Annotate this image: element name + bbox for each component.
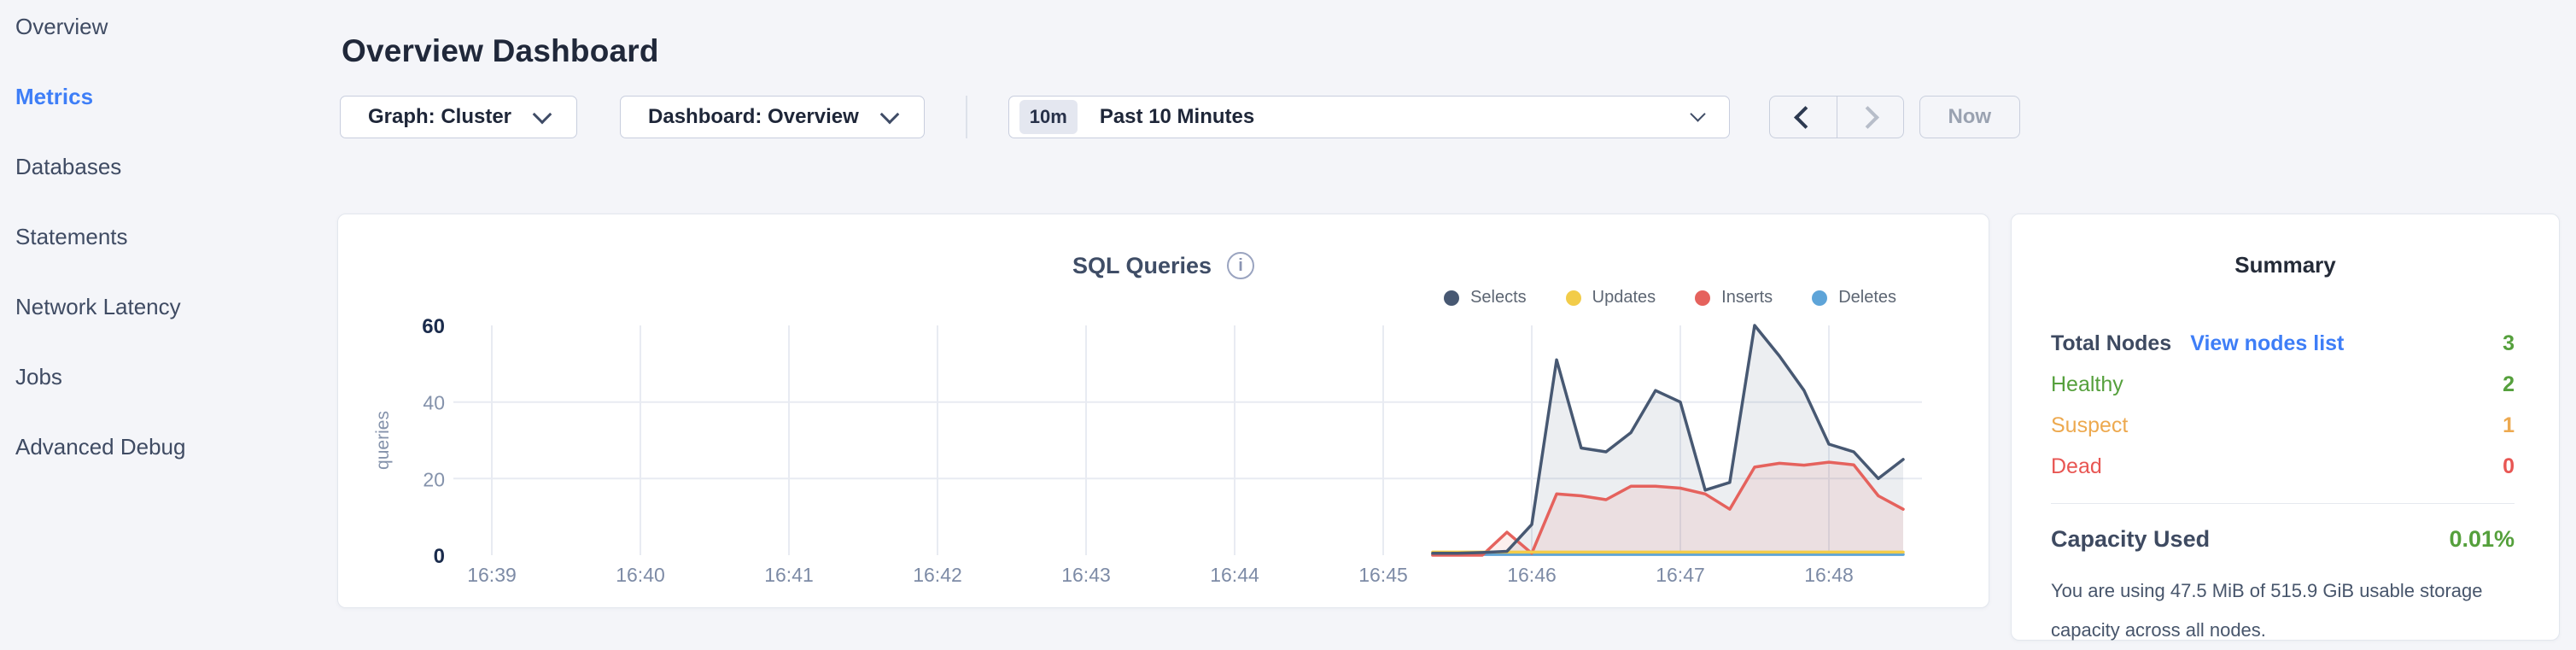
svg-text:16:47: 16:47 (1656, 564, 1705, 586)
summary-title: Summary (2234, 252, 2336, 278)
sidebar-item-databases[interactable]: Databases (15, 154, 122, 179)
svg-text:0: 0 (434, 545, 445, 568)
inserts-dot-icon (1695, 290, 1711, 306)
dashboard-select-dropdown[interactable]: Dashboard: Overview (620, 96, 925, 138)
chevron-down-icon (879, 104, 900, 124)
time-range-dropdown[interactable]: 10m Past 10 Minutes (1008, 96, 1730, 138)
summary-panel: Summary Total Nodes View nodes list 3 He… (2011, 214, 2560, 641)
toolbar-divider (965, 96, 967, 138)
svg-text:40: 40 (423, 392, 445, 414)
legend-label: Inserts (1721, 288, 1773, 307)
graph-scope-label: Graph: Cluster (368, 105, 512, 128)
healthy-value: 2 (2503, 372, 2515, 396)
svg-text:16:44: 16:44 (1210, 564, 1259, 586)
svg-text:queries: queries (373, 411, 393, 470)
summary-body: Total Nodes View nodes list 3 Healthy 2 … (2012, 331, 2559, 650)
time-step-buttons (1768, 96, 1904, 138)
total-nodes-value: 3 (2503, 331, 2515, 355)
legend-label: Deletes (1838, 288, 1896, 307)
chart-legend: Selects Updates Inserts Deletes (1444, 288, 1896, 307)
sidebar-item-statements[interactable]: Statements (15, 224, 128, 249)
chevron-left-icon (1794, 105, 1818, 129)
sidebar-item-overview[interactable]: Overview (15, 14, 108, 39)
now-button[interactable]: Now (1919, 96, 2020, 138)
svg-text:16:42: 16:42 (913, 564, 962, 586)
chart-title: SQL Queries (1072, 252, 1212, 278)
dashboard-controls: Graph: Cluster Dashboard: Overview 10m P… (340, 96, 2020, 138)
suspect-label: Suspect (2051, 413, 2129, 437)
suspect-nodes-row: Suspect 1 (2051, 413, 2515, 438)
dead-label: Dead (2051, 454, 2102, 478)
total-nodes-label: Total Nodes (2051, 331, 2172, 355)
sidebar-item-network-latency[interactable]: Network Latency (15, 294, 181, 319)
svg-text:16:41: 16:41 (764, 564, 814, 586)
svg-text:16:46: 16:46 (1507, 564, 1557, 586)
sidebar-item-metrics[interactable]: Metrics (15, 84, 94, 109)
deletes-dot-icon (1812, 290, 1828, 306)
chevron-down-icon (1690, 106, 1706, 122)
capacity-used-row: Capacity Used 0.01% (2051, 526, 2515, 553)
dashboard-select-label: Dashboard: Overview (648, 105, 859, 128)
legend-item-inserts[interactable]: Inserts (1695, 288, 1773, 307)
chevron-down-icon (532, 104, 552, 124)
svg-text:16:48: 16:48 (1804, 564, 1854, 586)
legend-label: Selects (1470, 288, 1527, 307)
legend-item-selects[interactable]: Selects (1444, 288, 1527, 307)
updates-dot-icon (1565, 290, 1581, 306)
svg-text:16:45: 16:45 (1358, 564, 1408, 586)
sidebar-item-advanced-debug[interactable]: Advanced Debug (15, 434, 186, 460)
time-range-badge: 10m (1019, 100, 1078, 134)
capacity-used-label: Capacity Used (2051, 526, 2211, 552)
time-back-button[interactable] (1770, 97, 1837, 138)
capacity-used-value: 0.01% (2449, 526, 2515, 552)
page-title: Overview Dashboard (342, 32, 659, 68)
chart-header: SQL Queries i (338, 252, 1989, 279)
info-icon[interactable]: i (1227, 252, 1255, 279)
suspect-value: 1 (2503, 413, 2515, 437)
svg-text:16:43: 16:43 (1061, 564, 1111, 586)
svg-text:60: 60 (422, 317, 445, 338)
healthy-nodes-row: Healthy 2 (2051, 372, 2515, 397)
time-forward-button[interactable] (1836, 97, 1903, 138)
healthy-label: Healthy (2051, 372, 2123, 396)
view-nodes-list-link[interactable]: View nodes list (2190, 331, 2345, 355)
legend-item-deletes[interactable]: Deletes (1812, 288, 1896, 307)
sql-queries-line-chart[interactable]: 16:39 16:40 16:41 16:42 16:43 16:44 16:45 16:46… (359, 317, 1922, 599)
svg-text:16:40: 16:40 (616, 564, 665, 586)
chevron-right-icon (1855, 105, 1879, 129)
legend-label: Updates (1592, 288, 1656, 307)
selects-dot-icon (1444, 290, 1460, 306)
time-range-label: Past 10 Minutes (1099, 105, 1255, 128)
graph-scope-dropdown[interactable]: Graph: Cluster (340, 96, 578, 138)
svg-text:20: 20 (423, 468, 445, 490)
dead-value: 0 (2503, 454, 2515, 478)
total-nodes-row: Total Nodes View nodes list 3 (2051, 331, 2515, 356)
capacity-description: You are using 47.5 MiB of 515.9 GiB usab… (2051, 580, 2483, 641)
summary-divider (2051, 503, 2515, 504)
dead-nodes-row: Dead 0 (2051, 454, 2515, 479)
legend-item-updates[interactable]: Updates (1565, 288, 1656, 307)
sidebar-item-jobs[interactable]: Jobs (15, 364, 62, 389)
svg-text:16:39: 16:39 (467, 564, 517, 586)
sql-queries-chart-card: SQL Queries i Selects Updates Inserts De… (337, 214, 1989, 608)
sidebar: Overview Metrics Databases Statements Ne… (0, 0, 326, 624)
